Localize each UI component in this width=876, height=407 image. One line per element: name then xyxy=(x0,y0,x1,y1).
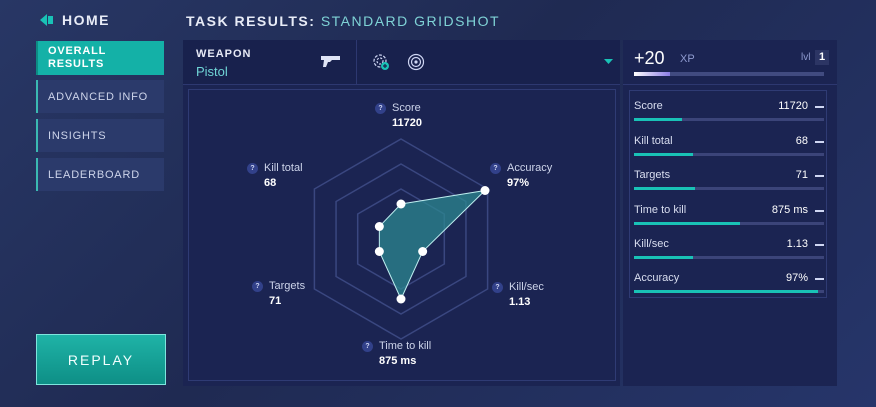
nav-advanced-info[interactable]: ADVANCED INFO xyxy=(36,80,164,113)
help-icon[interactable]: ? xyxy=(375,103,386,114)
stat-row-kill-sec: Kill/sec 1.13 xyxy=(634,238,824,268)
title-prefix: TASK RESULTS: xyxy=(186,13,316,29)
nav-insights[interactable]: INSIGHTS xyxy=(36,119,164,152)
stat-fill xyxy=(634,222,741,225)
weapon-name: Pistol xyxy=(196,64,228,79)
level-badge: 1 xyxy=(815,50,829,65)
radar-point xyxy=(374,247,384,256)
radar-point xyxy=(396,294,406,304)
radar-axis-name: Accuracy xyxy=(507,162,553,174)
xp-gain: +20 xyxy=(634,48,665,68)
stat-value: 11720 xyxy=(778,100,808,112)
stat-row-targets: Targets 71 xyxy=(634,169,824,199)
radar-axis-value: 97% xyxy=(507,177,530,189)
xp-progress-track xyxy=(634,72,824,76)
pistol-icon xyxy=(321,56,340,67)
chevron-down-icon[interactable] xyxy=(604,58,613,65)
radar-axis-name: Score xyxy=(392,102,421,114)
radar-axis-value: 1.13 xyxy=(509,296,531,308)
stat-row-accuracy: Accuracy 97% xyxy=(634,272,824,302)
stat-row-time-to-kill: Time to kill 875 ms xyxy=(634,204,824,234)
title-task: STANDARD GRIDSHOT xyxy=(320,13,501,29)
radar-label-targets: ? Targets 71 xyxy=(252,280,305,307)
radar-point xyxy=(418,247,428,256)
target-mod-icon[interactable] xyxy=(407,53,425,71)
back-arrow-icon xyxy=(40,14,53,26)
minus-icon[interactable] xyxy=(815,278,824,280)
nav-label: INSIGHTS xyxy=(48,129,107,142)
help-icon[interactable]: ? xyxy=(362,341,373,352)
radar-axis-value: 875 ms xyxy=(379,355,417,367)
page-title: TASK RESULTS: STANDARD GRIDSHOT xyxy=(186,13,500,29)
side-divider xyxy=(623,84,837,85)
minus-icon[interactable] xyxy=(815,210,824,212)
stat-value: 97% xyxy=(785,272,808,284)
stat-value: 68 xyxy=(795,135,808,147)
level-label: lvl xyxy=(801,52,811,63)
xp-progress-fill xyxy=(634,72,671,76)
nav-label: OVERALL RESULTS xyxy=(48,45,106,70)
stat-track xyxy=(634,187,824,190)
weapon-bar xyxy=(183,40,620,85)
stat-fill xyxy=(634,187,695,190)
stat-name: Score xyxy=(634,100,663,112)
radar-axis-name: Kill total xyxy=(264,162,303,174)
home-label: HOME xyxy=(62,12,110,28)
radar-axis-name: Time to kill xyxy=(379,340,432,352)
help-icon[interactable]: ? xyxy=(252,281,263,292)
help-icon[interactable]: ? xyxy=(490,163,501,174)
radar-label-kill-sec: ? Kill/sec 1.13 xyxy=(492,281,544,308)
stat-row-score: Score 11720 xyxy=(634,100,824,130)
stat-name: Kill total xyxy=(634,135,673,147)
stat-row-kill-total: Kill total 68 xyxy=(634,135,824,165)
fingerprint-mod-icon[interactable] xyxy=(372,53,390,71)
radar-point xyxy=(374,222,384,231)
xp-unit: XP xyxy=(680,53,695,65)
home-button[interactable]: HOME xyxy=(40,12,110,28)
help-icon[interactable]: ? xyxy=(247,163,258,174)
minus-icon[interactable] xyxy=(815,244,824,246)
radar-label-kill-total: ? Kill total 68 xyxy=(247,162,303,189)
radar-chart xyxy=(313,138,490,340)
stat-value: 71 xyxy=(795,169,808,181)
weapon-caption: WEAPON xyxy=(196,48,252,60)
stat-value: 875 ms xyxy=(771,204,808,216)
radar-axis-name: Targets xyxy=(269,280,306,292)
stat-name: Accuracy xyxy=(634,272,680,284)
stat-name: Kill/sec xyxy=(634,238,669,250)
minus-icon[interactable] xyxy=(815,141,824,143)
radar-chart-box: ? Score 11720 ? Accuracy 97% ? Kill/sec 1.1… xyxy=(188,89,616,381)
stat-fill xyxy=(634,118,682,121)
radar-point xyxy=(480,186,490,195)
radar-axis-value: 11720 xyxy=(392,117,422,129)
stat-fill xyxy=(634,153,693,156)
radar-label-score: ? Score 11720 xyxy=(375,102,422,129)
radar-value-shape xyxy=(378,189,487,301)
radar-axis-name: Kill/sec xyxy=(509,281,544,293)
stat-name: Targets xyxy=(634,169,671,181)
minus-icon[interactable] xyxy=(815,175,824,177)
stat-name: Time to kill xyxy=(634,204,687,216)
help-icon[interactable]: ? xyxy=(492,282,503,293)
stat-fill xyxy=(634,256,693,259)
stat-fill xyxy=(634,290,819,293)
radar-point xyxy=(396,199,406,209)
results-side-panel xyxy=(623,40,837,386)
replay-button[interactable]: REPLAY xyxy=(36,334,166,385)
nav-label: LEADERBOARD xyxy=(48,168,140,181)
nav-leaderboard[interactable]: LEADERBOARD xyxy=(36,158,164,191)
radar-label-accuracy: ? Accuracy 97% xyxy=(490,162,552,189)
radar-axis-value: 68 xyxy=(264,177,277,189)
stat-track xyxy=(634,256,824,259)
nav-label: ADVANCED INFO xyxy=(48,90,149,103)
nav-overall-results[interactable]: OVERALL RESULTS xyxy=(36,41,164,75)
weapon-separator xyxy=(356,40,357,84)
radar-axis-value: 71 xyxy=(269,295,282,307)
radar-label-time-to-kill: ? Time to kill 875 ms xyxy=(362,340,431,367)
stat-value: 1.13 xyxy=(786,238,808,250)
minus-icon[interactable] xyxy=(815,106,824,108)
stat-track xyxy=(634,153,824,156)
stats-box xyxy=(629,90,827,298)
stat-track xyxy=(634,118,824,121)
